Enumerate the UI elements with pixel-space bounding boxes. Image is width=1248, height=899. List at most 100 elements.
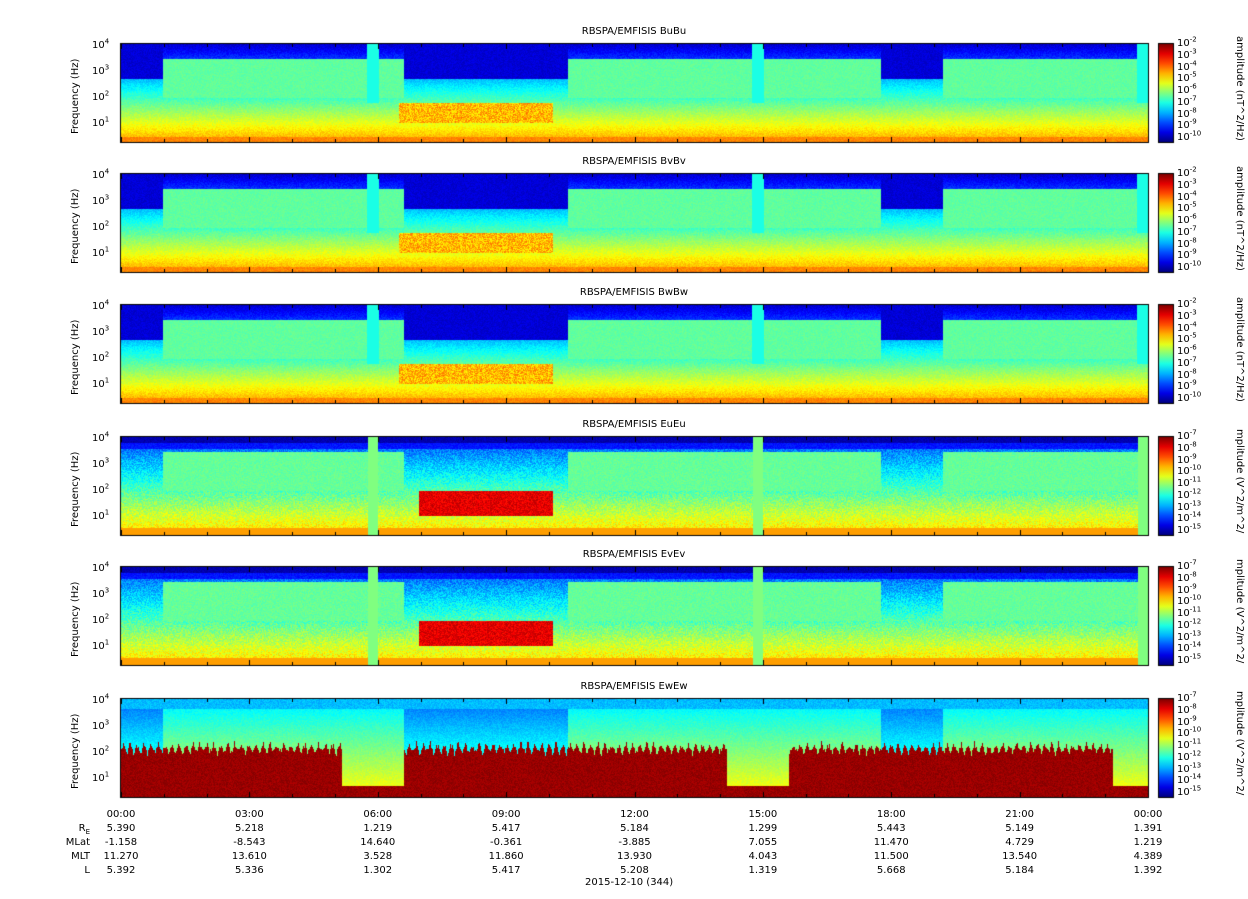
time-tick-label: 03:00 <box>234 809 264 820</box>
ephemeris-value: 5.390 <box>106 823 136 834</box>
y-axis-label: Frequency (Hz) <box>70 58 81 134</box>
y-tick-label: 102 <box>92 482 110 496</box>
colorbar-tick-label: 10-6 <box>1177 343 1197 357</box>
colorbar-tick-label: 10-8 <box>1177 702 1197 716</box>
ephemeris-value: 11.270 <box>103 851 139 862</box>
colorbar-tick-exponent: -8 <box>1189 367 1197 376</box>
y-tick-label: 103 <box>92 324 110 338</box>
ephemeris-value: 5.184 <box>1005 865 1034 876</box>
ephemeris-value: 14.640 <box>360 837 396 848</box>
colorbar-tick-label: 10-10 <box>1177 725 1202 740</box>
colorbar-tick-label: 10-4 <box>1177 320 1197 334</box>
y-tick-label: 102 <box>92 744 110 758</box>
y-tick-label: 101 <box>92 770 110 784</box>
y-tick-exponent: 1 <box>104 245 110 254</box>
y-tick-exponent: 2 <box>104 744 110 753</box>
colorbar-tick-exponent: -8 <box>1189 570 1197 579</box>
colorbar-tick-label: 10-7 <box>1177 690 1197 704</box>
colorbar-tick-label: 10-7 <box>1177 428 1197 442</box>
colorbar-tick-exponent: -7 <box>1189 355 1197 364</box>
y-tick-exponent: 2 <box>104 350 110 359</box>
colorbar-tick-exponent: -10 <box>1189 593 1202 602</box>
colorbar-tick-exponent: -11 <box>1189 475 1202 484</box>
ephemeris-value: 11.860 <box>488 851 524 862</box>
ephemeris-value: 5.208 <box>620 865 649 876</box>
colorbar-tick-label: 10-11 <box>1177 475 1202 489</box>
y-tick-exponent: 4 <box>104 430 110 439</box>
colorbar-tick-label: 10-5 <box>1177 70 1197 85</box>
colorbar-tick-exponent: -8 <box>1189 702 1197 711</box>
colorbar-tick-exponent: -10 <box>1189 463 1202 472</box>
ephemeris-row-subscript: E <box>85 828 90 836</box>
colorbar-tick-exponent: -2 <box>1189 296 1197 305</box>
ephemeris-value: 7.055 <box>748 837 778 848</box>
colorbar-tick-label: 10-5 <box>1177 331 1197 346</box>
colorbar-tick-exponent: -7 <box>1189 428 1197 437</box>
ephemeris-value: 5.149 <box>1005 823 1034 834</box>
y-tick-label: 103 <box>92 63 110 77</box>
colorbar-tick-exponent: -9 <box>1189 582 1197 591</box>
ephemeris-value: 4.729 <box>1005 837 1034 848</box>
colorbar-tick-label: 10-13 <box>1177 629 1202 643</box>
colorbar-tick-label: 10-8 <box>1177 440 1197 454</box>
y-tick-exponent: 2 <box>104 89 110 98</box>
colorbar-tick-label: 10-9 <box>1177 582 1197 596</box>
y-tick-label: 101 <box>92 638 110 652</box>
ephemeris-value: 5.417 <box>491 865 521 876</box>
colorbar-tick-label: 10-4 <box>1177 59 1197 73</box>
colorbar-tick-label: 10-10 <box>1177 129 1202 143</box>
y-tick-label: 104 <box>92 692 110 706</box>
colorbar-tick-label: 10-14 <box>1177 772 1202 787</box>
colorbar-tick-exponent: -6 <box>1189 82 1197 91</box>
y-tick-label: 101 <box>92 115 110 129</box>
y-tick-exponent: 4 <box>104 167 110 176</box>
y-tick-exponent: 1 <box>104 376 110 385</box>
y-tick-exponent: 4 <box>104 298 110 307</box>
y-tick-label: 104 <box>92 430 110 444</box>
colorbar-tick-exponent: -15 <box>1189 652 1202 661</box>
y-tick-label: 104 <box>92 560 110 574</box>
colorbar-tick-label: 10-13 <box>1177 761 1202 775</box>
colorbar-tick-exponent: -14 <box>1189 510 1202 519</box>
ephemeris-value: 1.392 <box>1133 865 1163 876</box>
y-axis-label: Frequency (Hz) <box>70 713 81 789</box>
y-tick-label: 102 <box>92 219 110 233</box>
time-tick-label: 18:00 <box>876 809 906 820</box>
colorbar-label: amplitude (nT^2/Hz) <box>1234 36 1245 141</box>
ephemeris-value: 5.392 <box>106 865 136 876</box>
colorbar-tick-label: 10-8 <box>1177 236 1197 250</box>
colorbar-tick-label: 10-9 <box>1177 714 1197 728</box>
colorbar-tick-label: 10-12 <box>1177 617 1202 631</box>
y-tick-label: 103 <box>92 193 110 207</box>
colorbar-tick-exponent: -5 <box>1189 70 1197 79</box>
y-tick-exponent: 4 <box>104 560 110 569</box>
y-tick-exponent: 2 <box>104 219 110 228</box>
colorbar-tick-exponent: -12 <box>1189 617 1202 626</box>
time-tick-label: 00:00 <box>1133 809 1163 820</box>
colorbar-tick-label: 10-6 <box>1177 212 1197 226</box>
colorbar-tick-label: 10-13 <box>1177 499 1202 513</box>
colorbar-tick-label: 10-5 <box>1177 200 1197 215</box>
y-tick-exponent: 2 <box>104 612 110 621</box>
y-tick-label: 104 <box>92 37 110 51</box>
colorbar-label: mplitude (V^2/m^2/ <box>1234 559 1245 664</box>
ephemeris-value: 1.219 <box>1133 837 1163 848</box>
colorbar-tick-exponent: -10 <box>1189 725 1202 734</box>
ephemeris-value: 13.610 <box>231 851 267 862</box>
colorbar-label: mplitude (V^2/m^2/ <box>1234 691 1245 796</box>
colorbar-tick-exponent: -4 <box>1189 320 1197 329</box>
colorbar-tick-exponent: -2 <box>1189 165 1197 174</box>
colorbar-tick-exponent: -4 <box>1189 59 1197 68</box>
colorbar-tick-exponent: -12 <box>1189 487 1202 496</box>
colorbar-tick-exponent: -7 <box>1189 690 1197 699</box>
colorbar-tick-exponent: -6 <box>1189 212 1197 221</box>
colorbar-tick-label: 10-11 <box>1177 737 1202 751</box>
y-tick-exponent: 3 <box>104 63 110 72</box>
colorbar-label: amplitude (nT^2/Hz) <box>1234 166 1245 271</box>
colorbar-tick-label: 10-10 <box>1177 593 1202 608</box>
colorbar-label: amplitude (nT^2/Hz) <box>1234 297 1245 402</box>
ephemeris-value: 4.043 <box>748 851 778 862</box>
colorbar-tick-label: 10-4 <box>1177 189 1197 203</box>
y-tick-label: 102 <box>92 612 110 626</box>
